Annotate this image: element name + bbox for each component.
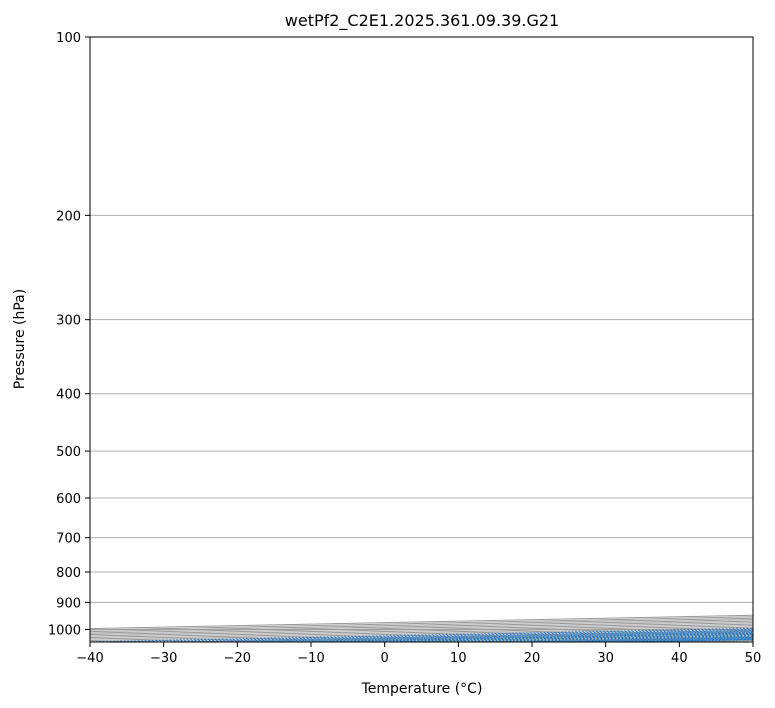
y-tick-label: 400 — [56, 388, 81, 403]
x-tick-label: −30 — [150, 651, 177, 666]
y-tick-label: 600 — [56, 492, 81, 507]
plot-area — [90, 37, 753, 642]
plot-background — [90, 37, 753, 642]
x-tick-label: 20 — [524, 651, 541, 666]
x-tick-label: −10 — [297, 651, 324, 666]
y-tick-label: 700 — [56, 532, 81, 547]
y-tick-label: 1000 — [48, 623, 81, 638]
y-tick-label: 100 — [56, 31, 81, 46]
x-tick-label: 50 — [745, 651, 762, 666]
isotherm-line — [752, 641, 753, 642]
x-axis: −40 −30 −20 −10 0 10 20 30 40 50 — [76, 642, 761, 666]
x-tick-label: 0 — [381, 651, 389, 666]
chart-title: wetPf2_C2E1.2025.361.09.39.G21 — [285, 11, 559, 31]
y-tick-label: 900 — [56, 596, 81, 611]
y-tick-label: 800 — [56, 566, 81, 581]
x-tick-label: 40 — [671, 651, 688, 666]
x-tick-label: 30 — [597, 651, 614, 666]
x-tick-label: 10 — [450, 651, 467, 666]
y-tick-label: 500 — [56, 445, 81, 460]
y-tick-label: 200 — [56, 209, 81, 224]
x-tick-label: −40 — [76, 651, 103, 666]
y-tick-label: 300 — [56, 314, 81, 329]
x-axis-label: Temperature (°C) — [361, 681, 483, 697]
x-tick-label: −20 — [224, 651, 251, 666]
y-axis: 100 200 300 400 500 600 700 800 900 1000 — [48, 31, 90, 638]
y-axis-label: Pressure (hPa) — [12, 289, 28, 389]
plot-frame — [89, 36, 754, 643]
